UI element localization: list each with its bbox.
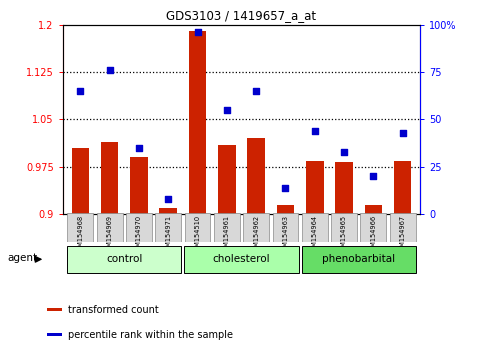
Text: GSM154971: GSM154971 (165, 215, 171, 255)
Bar (71, 148, 89, 214)
Title: GDS3103 / 1419657_a_at: GDS3103 / 1419657_a_at (167, 9, 316, 22)
Text: GSM154970: GSM154970 (136, 215, 142, 255)
Point (223, 107, 231, 113)
Bar (301, 246, 416, 273)
Text: control: control (106, 254, 142, 264)
Text: GSM154963: GSM154963 (283, 215, 288, 255)
Bar (189, 31, 206, 214)
Point (164, 196, 172, 202)
Bar (159, 208, 177, 214)
Text: GSM154967: GSM154967 (399, 215, 406, 255)
Text: GSM154510: GSM154510 (195, 215, 200, 255)
Text: GSM154965: GSM154965 (341, 215, 347, 255)
Bar (247, 138, 265, 214)
Bar (272, 213, 298, 242)
Bar (67, 246, 182, 273)
Text: transformed count: transformed count (69, 305, 159, 315)
Bar (218, 145, 236, 214)
Text: GSM154961: GSM154961 (224, 215, 230, 255)
Point (369, 173, 377, 179)
Point (311, 128, 319, 134)
Text: GSM154964: GSM154964 (312, 215, 318, 255)
Bar (185, 213, 211, 242)
Bar (365, 205, 382, 214)
Bar (101, 142, 118, 214)
Bar (306, 160, 324, 214)
Text: percentile rank within the sample: percentile rank within the sample (69, 330, 233, 339)
Bar (277, 205, 294, 214)
Bar (335, 162, 353, 214)
Bar (394, 160, 412, 214)
Bar (331, 213, 357, 242)
Bar (156, 213, 181, 242)
Bar (97, 213, 123, 242)
Bar (360, 213, 386, 242)
Point (282, 185, 289, 190)
Point (399, 130, 407, 136)
Bar (243, 213, 269, 242)
Text: GSM154962: GSM154962 (253, 215, 259, 255)
Text: GSM154968: GSM154968 (77, 215, 84, 255)
Text: GSM154969: GSM154969 (107, 215, 113, 255)
Bar (126, 213, 152, 242)
Bar (47, 333, 62, 336)
Bar (185, 246, 298, 273)
Point (135, 145, 143, 151)
Point (106, 67, 114, 73)
Point (76, 88, 84, 94)
Text: cholesterol: cholesterol (213, 254, 270, 264)
Bar (68, 213, 93, 242)
Text: phenobarbital: phenobarbital (322, 254, 395, 264)
Bar (390, 213, 415, 242)
Bar (130, 157, 148, 214)
Point (340, 149, 348, 154)
Text: GSM154966: GSM154966 (370, 215, 376, 255)
Text: agent: agent (8, 253, 38, 263)
Bar (302, 213, 327, 242)
Point (194, 29, 201, 35)
Bar (214, 213, 240, 242)
Point (252, 88, 260, 94)
Bar (47, 308, 62, 312)
